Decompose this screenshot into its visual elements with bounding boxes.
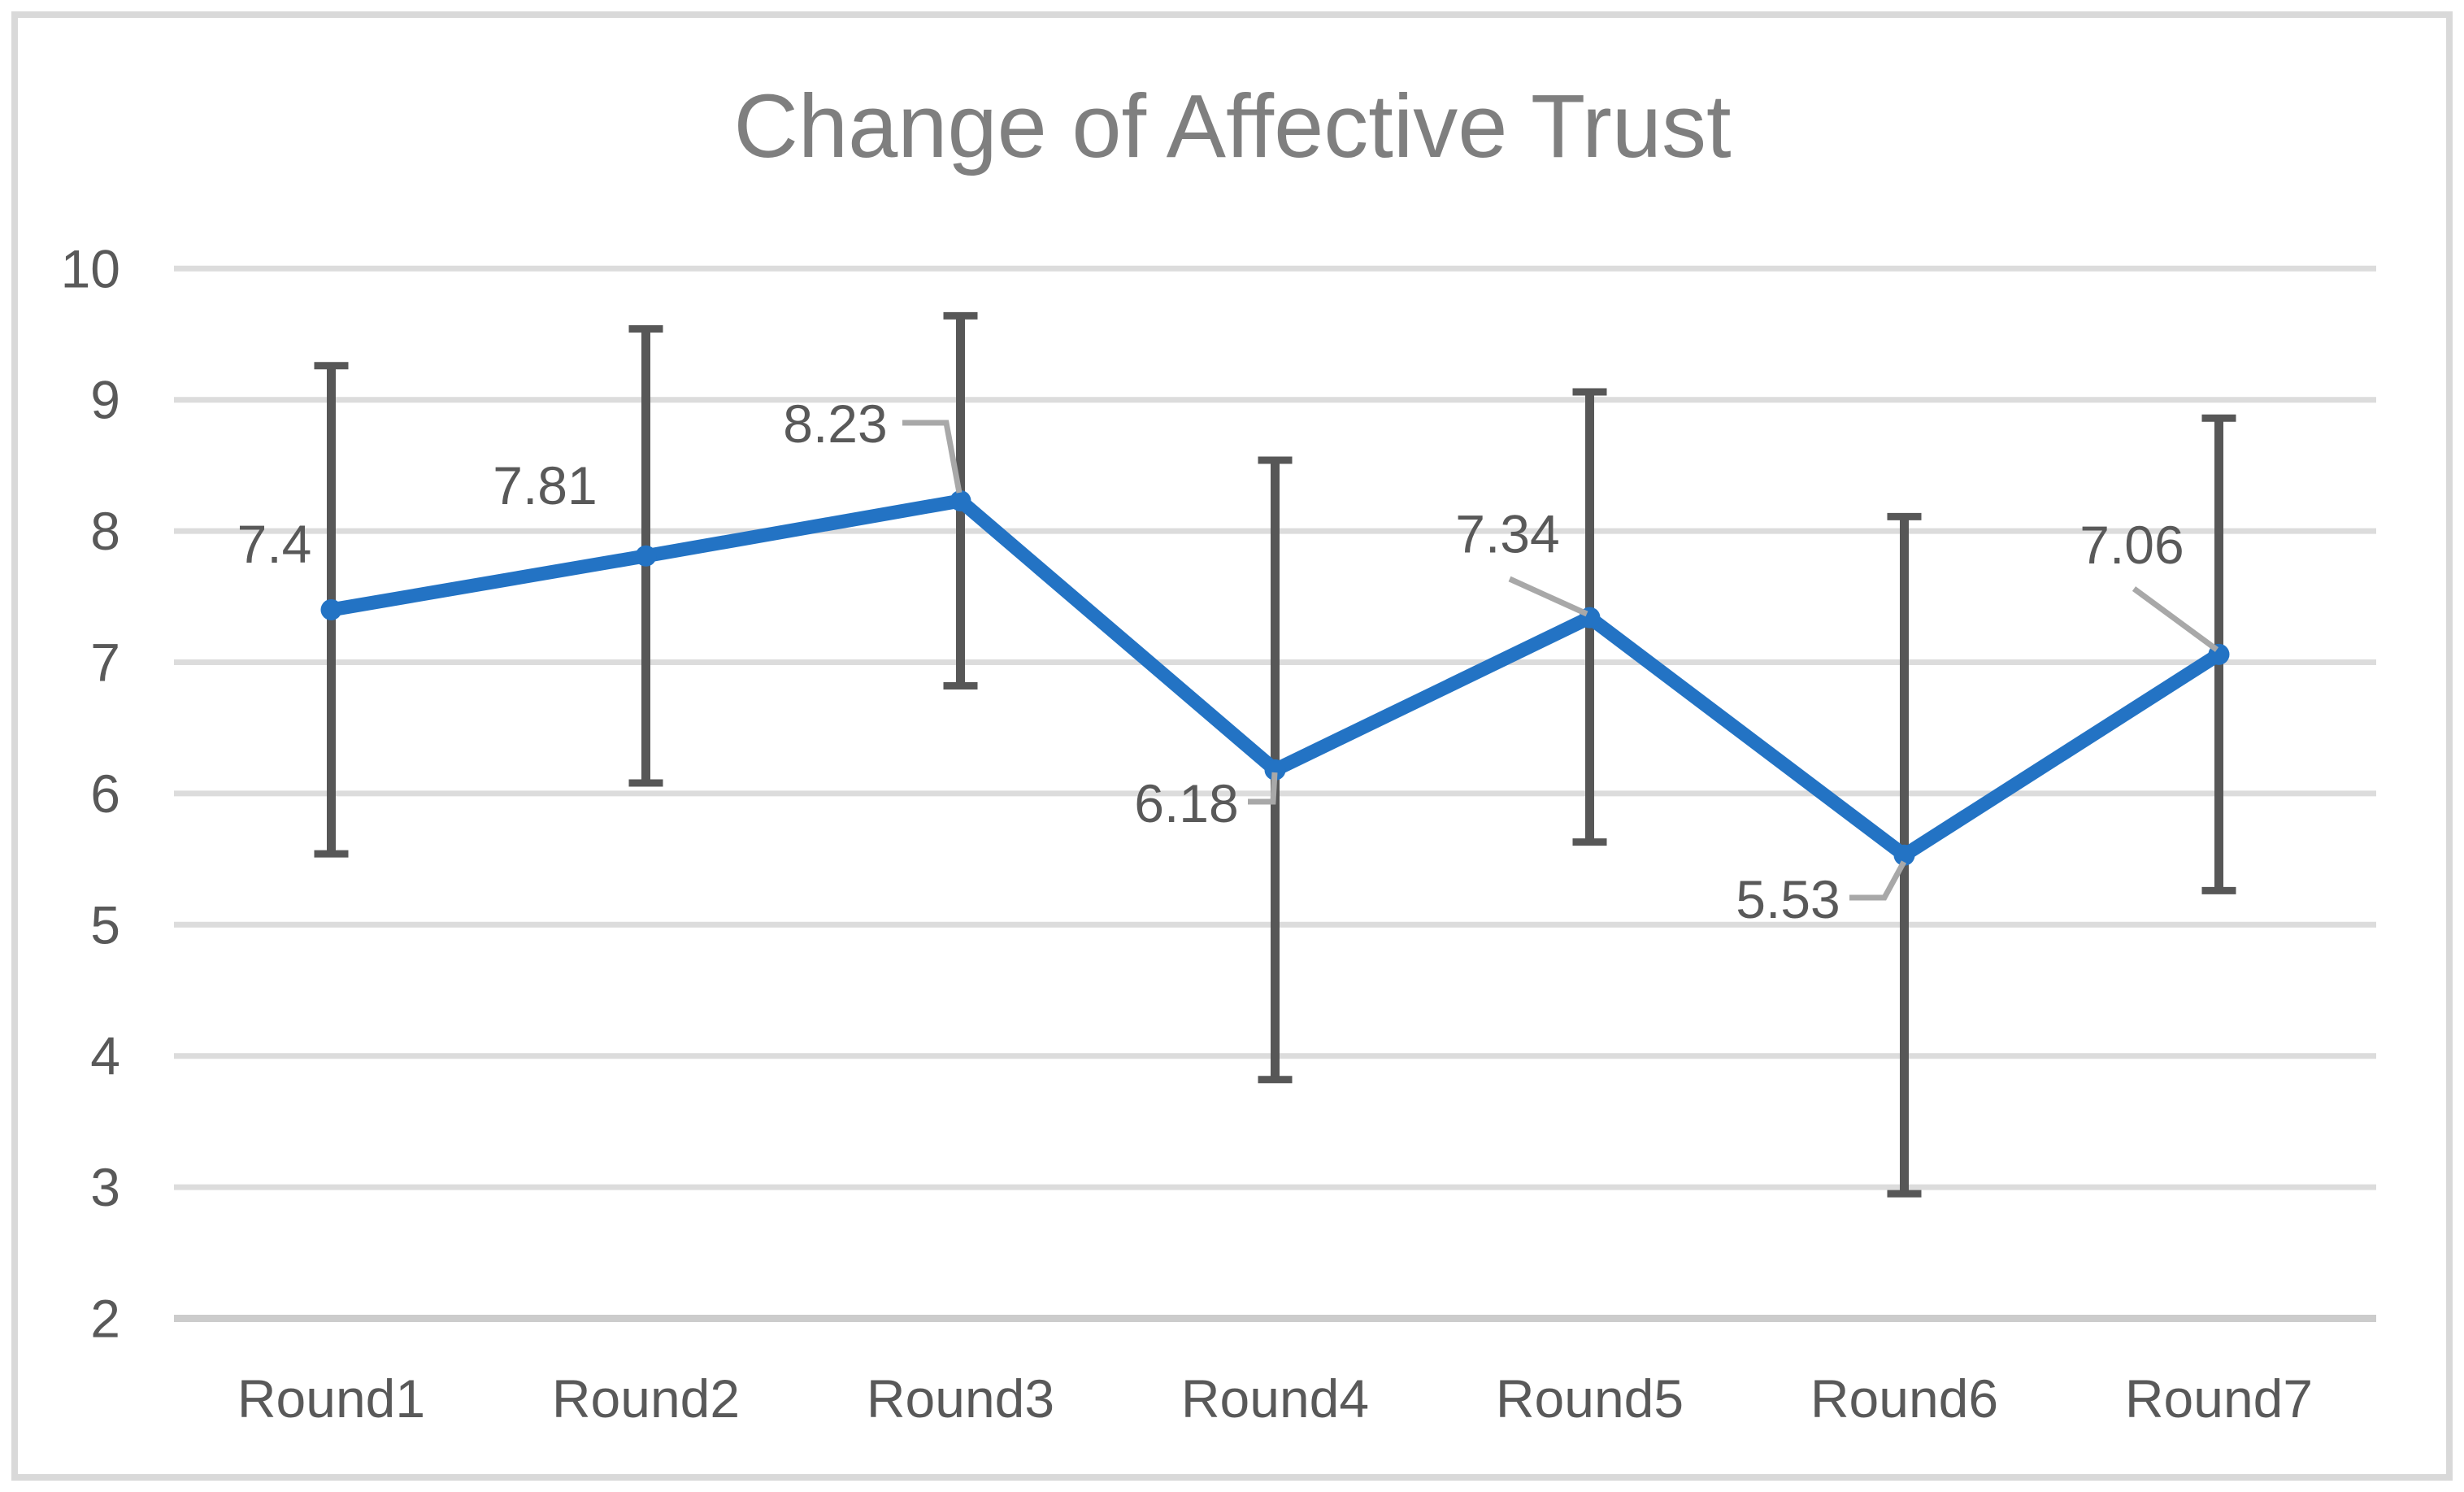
chart-title: Change of Affective Trust — [733, 76, 1731, 176]
y-axis-tick-label: 5 — [90, 894, 120, 955]
x-axis-category-label: Round6 — [1810, 1368, 1998, 1429]
data-label-leader-line — [902, 420, 963, 494]
data-label: 6.18 — [1134, 773, 1238, 833]
data-label: 8.23 — [783, 394, 887, 454]
data-point-marker — [1893, 844, 1915, 866]
data-label: 7.34 — [1455, 504, 1559, 564]
data-point-marker — [635, 545, 657, 567]
data-point-marker — [1264, 759, 1286, 781]
data-label: 5.53 — [1736, 869, 1840, 929]
y-axis-tick-label: 4 — [90, 1026, 120, 1086]
data-labels-layer: 7.4 7.81 8.23 6.18 7.34 5.53 7.06 — [237, 394, 2184, 929]
data-label: 7.4 — [237, 514, 312, 574]
y-axis-tick-label: 3 — [90, 1157, 120, 1217]
y-axis-tick-label: 7 — [90, 633, 120, 693]
y-axis-tick-label: 2 — [90, 1289, 120, 1349]
y-axis-tick-label: 6 — [90, 763, 120, 824]
data-label: 7.06 — [2079, 515, 2184, 575]
x-axis-category-label: Round5 — [1496, 1368, 1684, 1429]
y-axis-tick-label: 10 — [61, 238, 120, 298]
y-axis-tick-label: 8 — [90, 501, 120, 561]
data-label-leader-line — [2132, 586, 2219, 652]
data-label: 7.81 — [493, 455, 597, 515]
y-axis-tick-label: 9 — [90, 370, 120, 430]
data-label-leader-line — [1849, 860, 1907, 901]
data-label-leader-line — [1508, 576, 1588, 617]
data-point-marker — [320, 598, 342, 620]
chart-frame-border — [11, 11, 2453, 1481]
error-bars-layer — [314, 311, 2236, 1198]
leader-lines-layer — [902, 420, 2219, 901]
x-axis-category-labels: Round1 Round2 Round3 Round4 Round5 Round6 Roun… — [237, 1368, 2313, 1429]
series-layer — [320, 489, 2230, 866]
x-axis-category-label: Round7 — [2125, 1368, 2313, 1429]
data-point-marker — [950, 489, 971, 511]
data-label-leader-line — [1248, 772, 1278, 805]
x-axis-category-label: Round4 — [1181, 1368, 1369, 1429]
x-axis-category-label: Round3 — [867, 1368, 1054, 1429]
y-axis-tick-labels: 10 9 8 7 6 5 4 3 2 — [61, 238, 120, 1348]
x-axis-category-label: Round1 — [237, 1368, 425, 1429]
x-axis-category-label: Round2 — [552, 1368, 740, 1429]
